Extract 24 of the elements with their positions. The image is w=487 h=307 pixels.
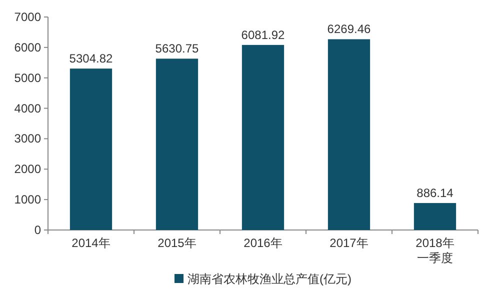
bar	[414, 203, 456, 230]
data-label: 5630.75	[155, 42, 200, 56]
y-tick-label: 4000	[14, 101, 42, 116]
x-tick-label: 2017年	[330, 236, 368, 250]
bar	[70, 68, 112, 230]
x-tick-label: 2016年	[244, 236, 282, 250]
data-label: 6269.46	[327, 22, 372, 36]
data-label: 5304.82	[69, 52, 114, 66]
data-label: 6081.92	[241, 28, 286, 42]
y-tick-label: 0	[34, 223, 42, 237]
bar	[328, 39, 370, 230]
y-tick-label: 3000	[14, 132, 42, 146]
y-tick-label: 2000	[14, 162, 42, 176]
bar	[242, 44, 284, 230]
y-tick-label: 1000	[14, 192, 42, 207]
y-tick-label: 5000	[14, 70, 42, 85]
y-tick-label: 7000	[14, 10, 42, 24]
legend-label: 湖南省农林牧渔业总产值(亿元)	[188, 272, 352, 286]
x-tick-label: 2018年一季度	[416, 236, 454, 265]
x-tick-label: 2015年	[158, 236, 196, 250]
y-tick-label: 6000	[14, 40, 42, 54]
data-label: 886.14	[416, 186, 454, 200]
x-tick-label: 2014年	[72, 236, 110, 250]
bar	[156, 58, 198, 230]
